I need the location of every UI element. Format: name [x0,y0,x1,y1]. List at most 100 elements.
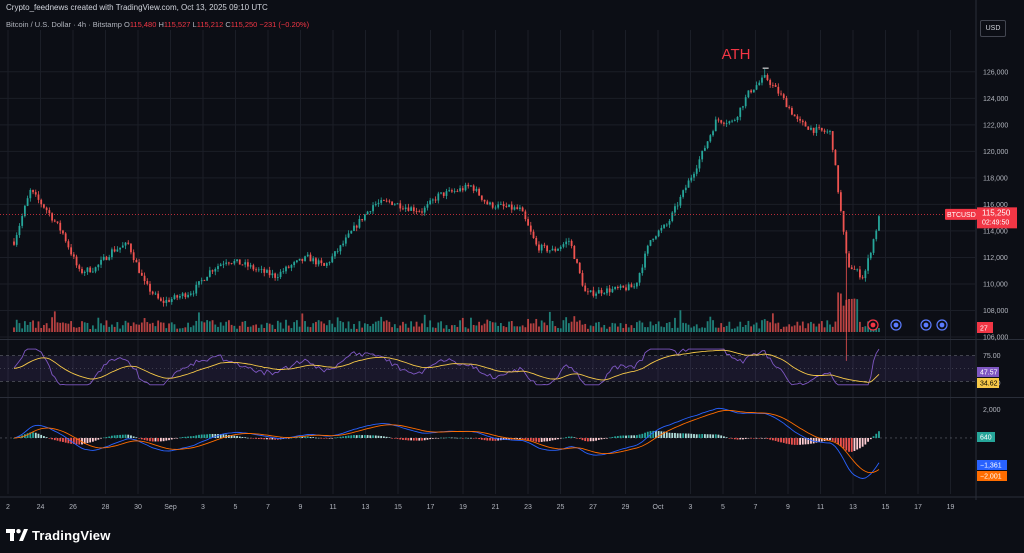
volume-bar [859,321,861,332]
volume-bar [59,322,62,332]
candle [48,207,51,217]
volume-bar [53,311,56,332]
volume-bar [635,322,638,332]
macd-hist-bar [219,434,222,438]
macd-hist-bar [34,432,37,438]
macd-hist-bar [505,437,508,440]
volume-bar [271,324,274,332]
candle [328,261,331,266]
candle-body [170,299,173,302]
volume-bar [785,326,788,332]
volume-bar [339,320,342,332]
candle-body [130,243,132,253]
candle [168,297,170,303]
volume-bar [116,322,119,332]
macd-hist-bar [388,437,391,438]
currency-button[interactable]: USD [980,20,1006,37]
candle-body [742,106,744,108]
candle-body [739,107,742,117]
volume-bar [475,325,478,332]
candle-body [423,207,426,213]
volume-bar [43,324,45,332]
volume-bar [845,299,848,332]
macd-hist-bar [440,437,442,439]
macd-hist-bar [342,436,345,438]
candle-body [208,270,211,277]
candle [287,265,290,269]
candle-body [214,269,217,272]
macd-hist-bar [573,437,576,438]
candle [217,263,219,272]
macd-hist-bar [418,437,421,441]
macd-hist-bar [377,435,380,438]
candle-body [342,243,345,246]
candle [238,259,241,265]
volume-bar [622,327,625,332]
macd-hist-bar [328,437,331,439]
candle [15,232,18,247]
candle-body [769,80,772,85]
candle-body [407,207,410,211]
macd-hist-bar [706,434,709,438]
macd-hist-bar [785,437,788,444]
candle-body [353,225,355,231]
candle-body [102,256,105,260]
volume-bar [693,326,695,332]
candle [138,258,141,274]
volume-bar [690,327,693,332]
candle [695,164,698,177]
candle-body [336,251,339,253]
volume-bar [421,323,423,332]
volume-bar [315,321,317,332]
candle-body [290,265,293,268]
volume-bar [263,328,266,332]
candle [393,203,396,206]
volume-bar [309,327,312,332]
candle-body [521,207,524,212]
candle [149,281,151,295]
candle [464,182,467,192]
candle-body [486,201,489,205]
volume-bar [383,321,385,332]
volume-bar [687,324,690,332]
macd-hist-bar [116,435,119,438]
volume-bar [412,326,415,332]
candle-body [461,188,464,191]
volume-bar [247,326,249,332]
candle-body [34,192,37,195]
tradingview-logo[interactable]: TradingView [6,526,111,544]
volume-bar [391,327,393,332]
candle-body [578,262,581,274]
candle-body [399,203,402,209]
volume-bar [312,323,315,332]
candle-body [344,237,347,244]
volume-bar [709,316,712,332]
volume-bar [187,322,189,332]
candle-body [350,230,353,234]
candle-body [761,77,763,83]
volume-bar [154,326,157,332]
volume-bar [603,324,606,332]
volume-bar [625,323,627,332]
candle [627,282,630,291]
macd-hist-bar [78,437,81,445]
candle [867,254,869,274]
candle-body [83,271,86,274]
volume-bar [864,326,867,332]
candle-body [111,249,113,258]
candle-body [317,260,320,265]
candle [461,185,464,193]
candle [714,116,717,132]
candle-body [480,195,483,200]
candle [154,291,157,296]
candle [687,178,690,188]
candle [557,247,559,252]
macd-hist-bar [195,435,198,438]
candle-body [451,190,453,192]
macd-hist-bar [358,434,361,438]
macd-hist-bar [225,434,228,438]
volume-bar [695,324,698,332]
close-value: 115,250 [230,20,258,29]
volume-bar [791,326,793,332]
